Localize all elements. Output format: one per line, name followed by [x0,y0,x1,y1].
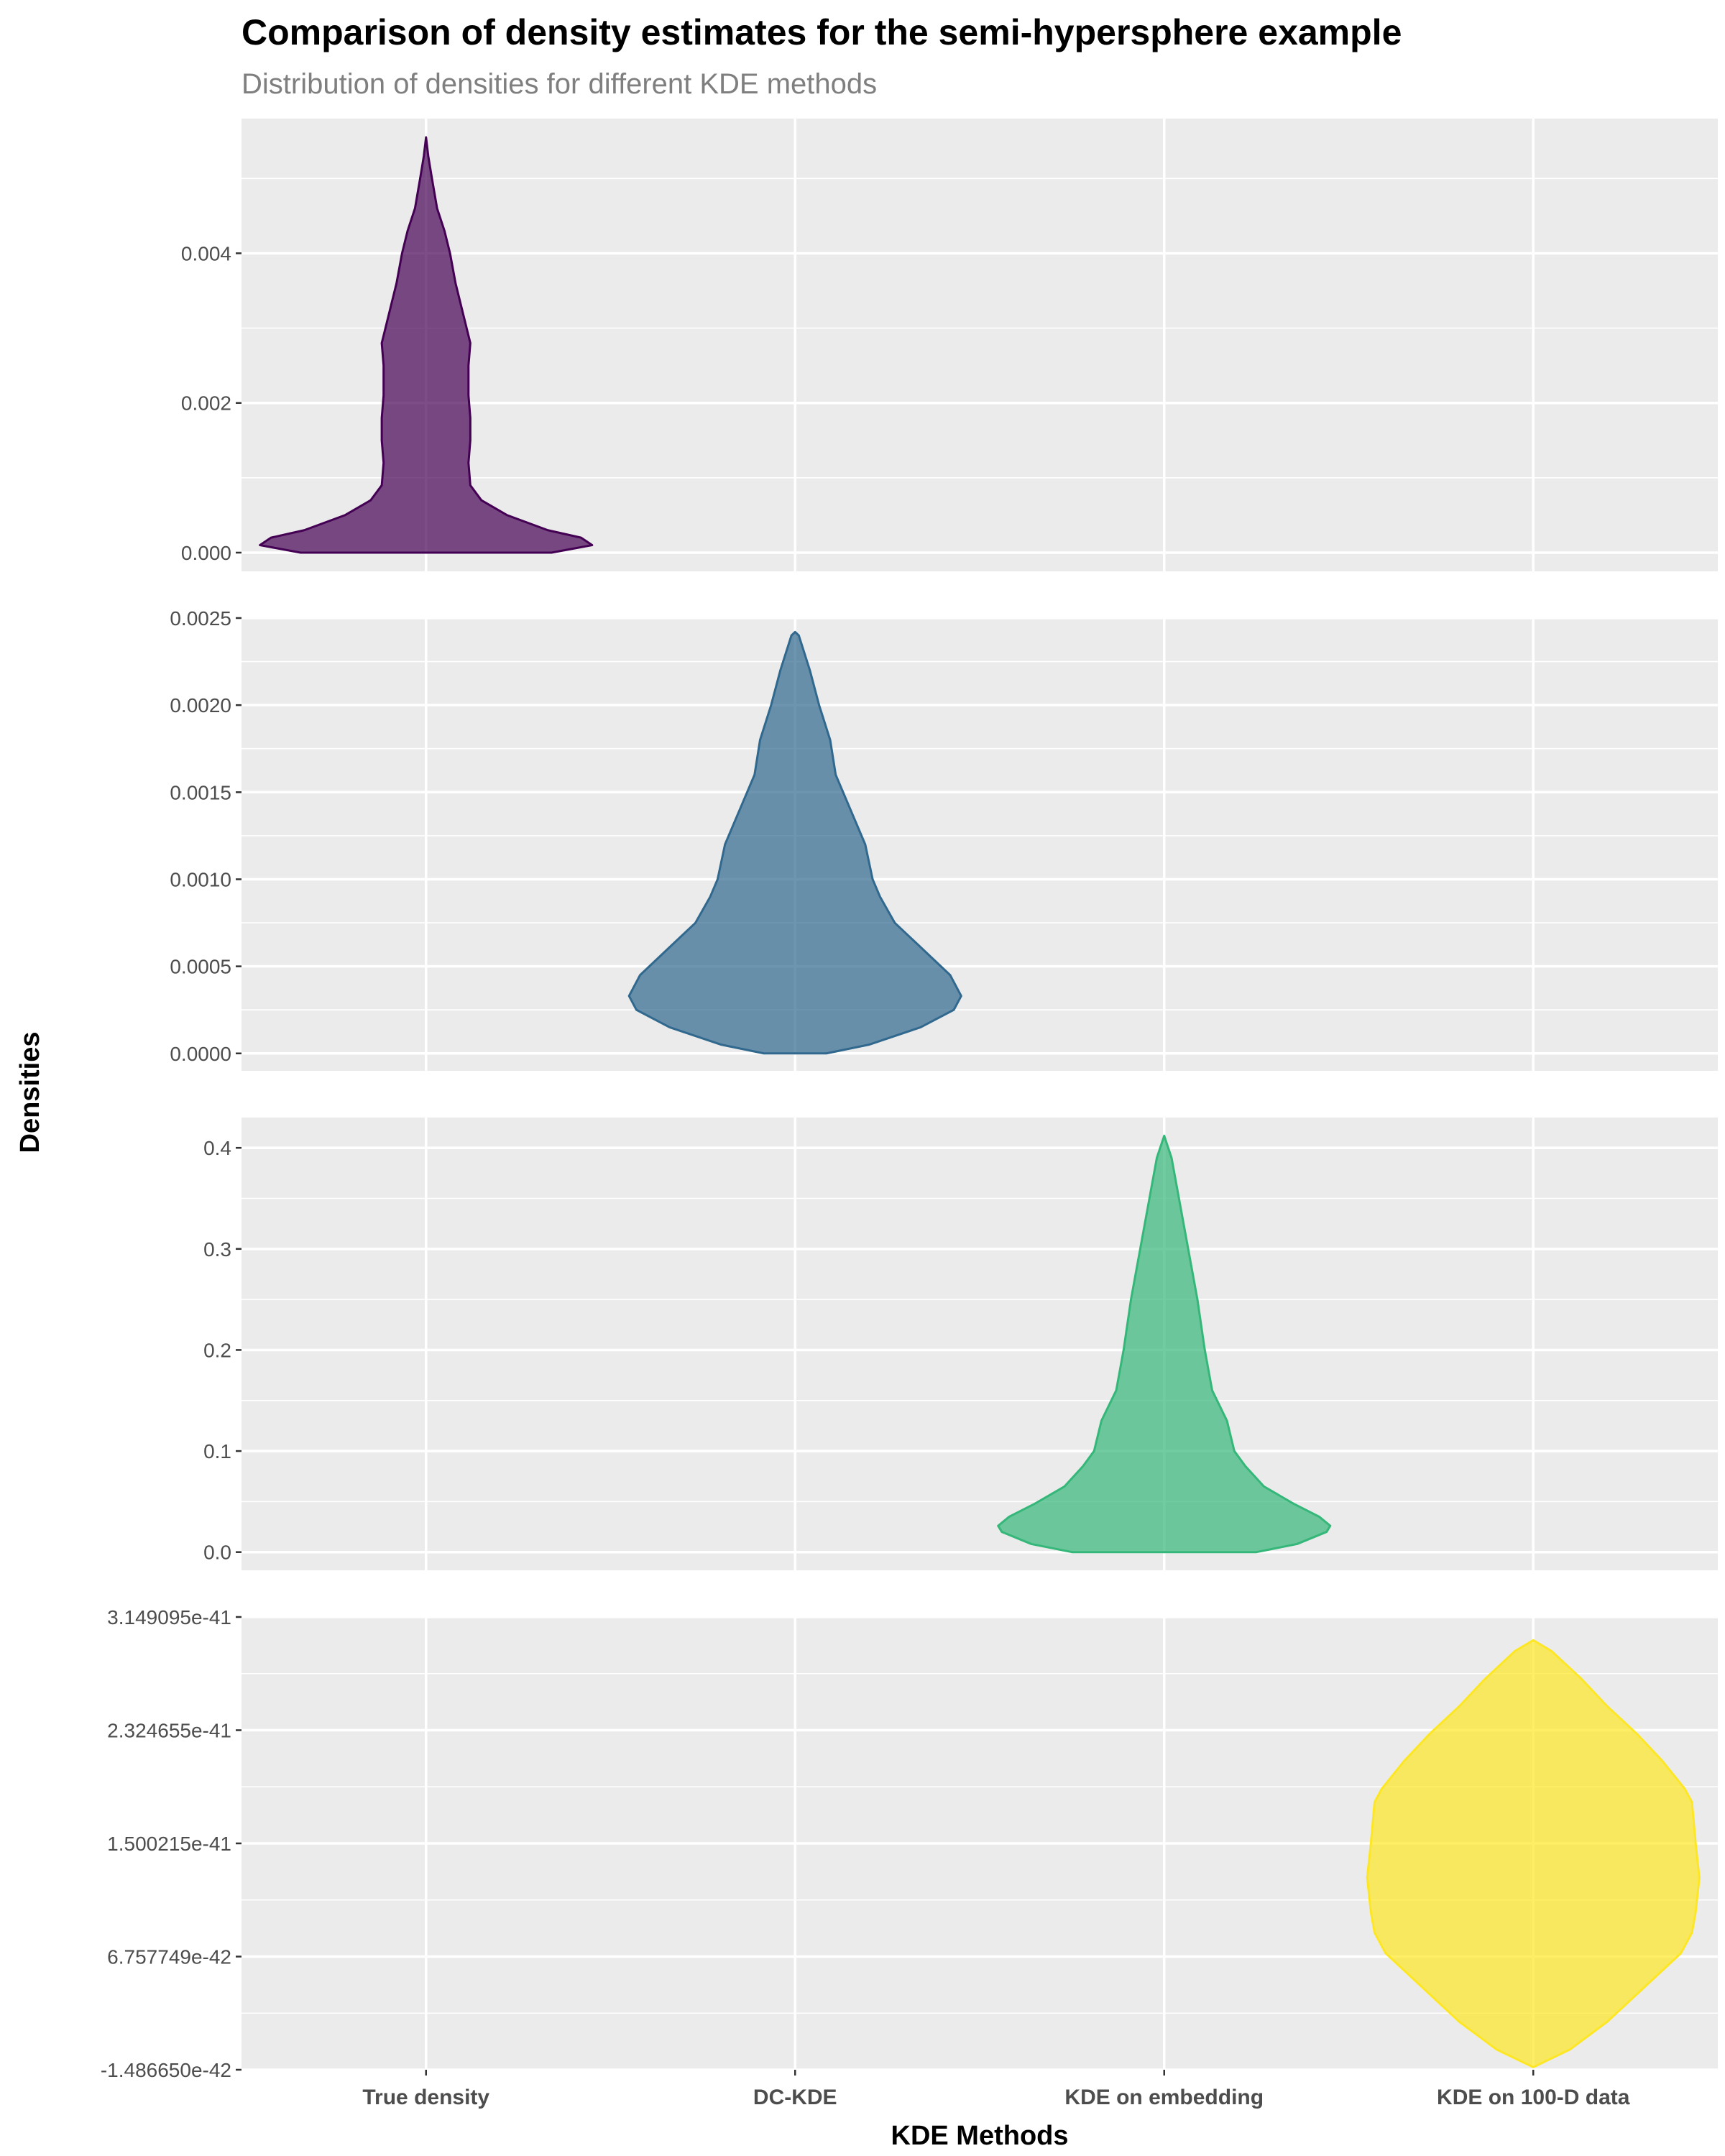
panel-background [242,618,1718,1071]
y-tick-label: 0.002 [181,392,231,415]
panels-group: 0.0000.0020.0040.00000.00050.00100.00150… [101,119,1718,2081]
x-axis: True density DC-KDE KDE on embedding KDE on… [362,2070,1630,2109]
panel-background [242,1118,1718,1570]
y-tick-label: 0.4 [203,1137,231,1159]
y-tick-label: 2.324655e-41 [107,1720,231,1742]
violin-kde-on-embedding [997,1134,1332,1554]
y-tick-label: 0.0020 [170,694,231,717]
x-tick-label: KDE on embedding [1064,2086,1264,2109]
panel-4: -1.486650e-42 6.757749e-42 1.500215e-41 2.3… [101,1606,1718,2081]
x-tick-label: True density [362,2086,489,2109]
panel-background [242,119,1718,571]
y-tick-label: -1.486650e-42 [101,2059,231,2081]
y-tick-label: 0.000 [181,542,231,564]
chart-subtitle: Distribution of densities for different … [242,68,877,100]
y-tick-label: 0.0 [203,1542,231,1564]
y-axis-label: Densities [15,1032,45,1153]
y-tick-label: 0.004 [181,242,231,264]
y-tick-label: 6.757749e-42 [107,1946,231,1968]
x-tick-label: KDE on 100-D data [1437,2086,1630,2109]
y-tick-label: 0.0000 [170,1043,231,1065]
y-tick-label: 0.0005 [170,956,231,978]
y-tick-label: 0.0010 [170,868,231,890]
x-tick-label: DC-KDE [753,2086,837,2109]
violin-true-density [259,136,594,554]
y-tick-label: 0.0015 [170,781,231,803]
panel-1: 0.000 0.002 0.004 [181,119,1718,571]
y-tick-label: 0.1 [203,1440,231,1462]
chart-title: Comparison of density estimates for the … [242,12,1402,52]
x-axis-label: KDE Methods [891,2121,1069,2151]
violin-kde-on-100-d-data [1366,1639,1701,2068]
y-tick-label: 3.149095e-41 [107,1606,231,1628]
y-tick-label: 0.2 [203,1339,231,1361]
panel-3: 0.0 0.1 0.2 0.3 0.4 [203,1118,1718,1570]
panel-2: 0.0000 0.0005 0.0010 0.0015 0.0020 0.0025 [170,607,1718,1071]
y-tick-label: 0.0025 [170,607,231,630]
violin-dc-kde [627,630,962,1055]
y-tick-label: 0.3 [203,1238,231,1261]
y-tick-label: 1.500215e-41 [107,1833,231,1855]
